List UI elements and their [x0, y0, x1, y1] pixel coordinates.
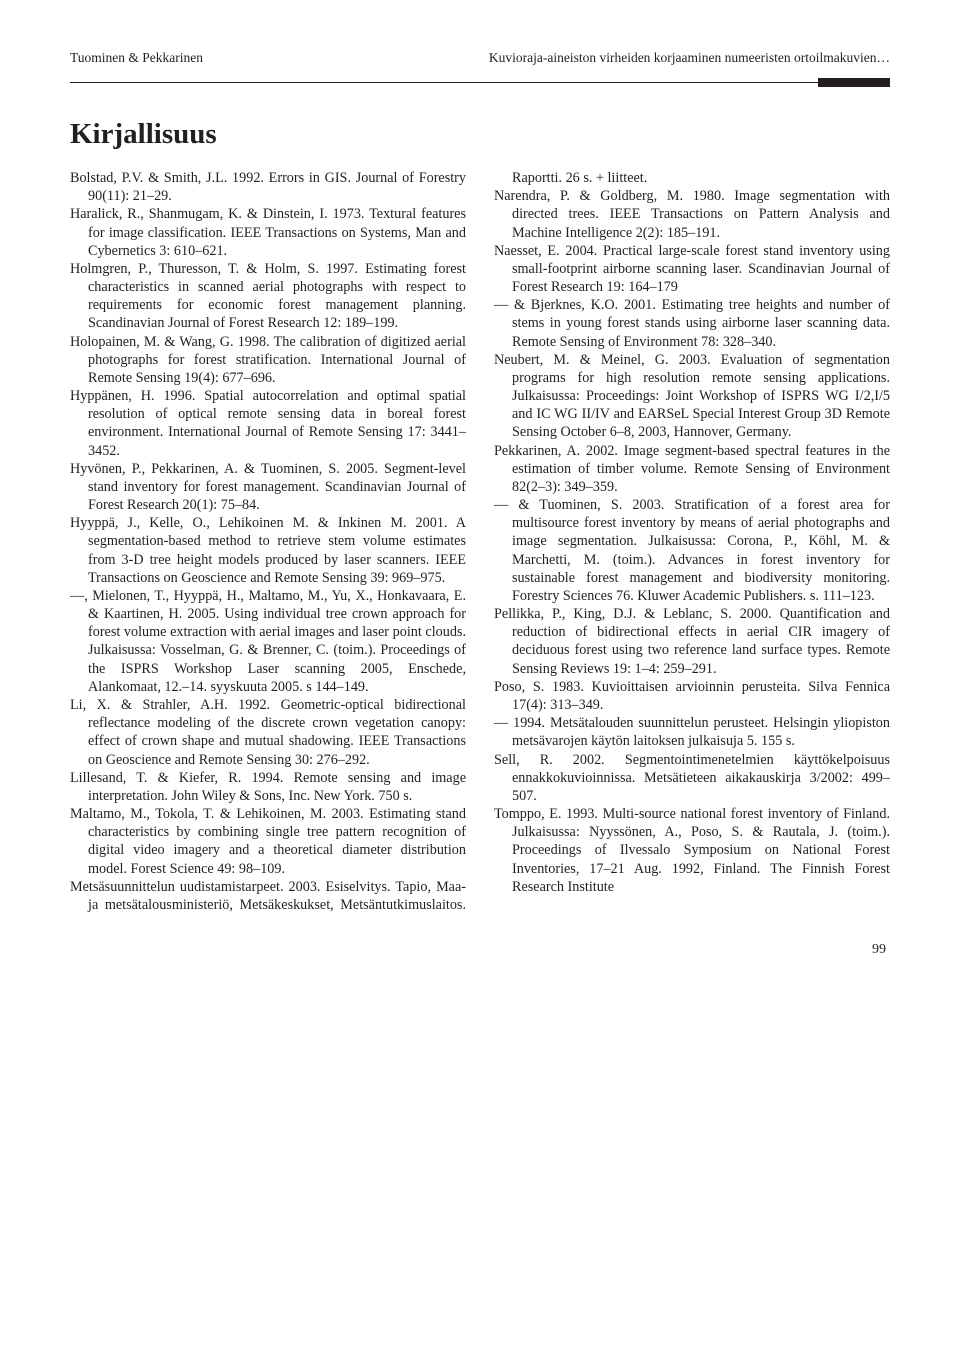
header-rule	[70, 78, 890, 88]
page-number: 99	[70, 942, 890, 958]
reference-entry: —, Mielonen, T., Hyyppä, H., Maltamo, M.…	[70, 587, 466, 696]
reference-entry: Haralick, R., Shanmugam, K. & Dinstein, …	[70, 205, 466, 260]
reference-entry: Poso, S. 1983. Kuvioittaisen arvioinnin …	[494, 678, 890, 714]
reference-entry: Maltamo, M., Tokola, T. & Lehikoinen, M.…	[70, 805, 466, 878]
reference-entry: Hyvönen, P., Pekkarinen, A. & Tuominen, …	[70, 460, 466, 515]
running-head-right: Kuvioraja-aineiston virheiden korjaamine…	[489, 50, 890, 66]
reference-entry: Holmgren, P., Thuresson, T. & Holm, S. 1…	[70, 260, 466, 333]
reference-entry: Naesset, E. 2004. Practical large-scale …	[494, 242, 890, 297]
reference-entry: — & Bjerknes, K.O. 2001. Estimating tree…	[494, 296, 890, 351]
reference-entry: Narendra, P. & Goldberg, M. 1980. Image …	[494, 187, 890, 242]
running-head-left: Tuominen & Pekkarinen	[70, 50, 203, 66]
reference-entry: Lillesand, T. & Kiefer, R. 1994. Remote …	[70, 769, 466, 805]
reference-entry: Pekkarinen, A. 2002. Image segment-based…	[494, 442, 890, 497]
reference-entry: Holopainen, M. & Wang, G. 1998. The cali…	[70, 333, 466, 388]
reference-entry: Tomppo, E. 1993. Multi-source national f…	[494, 805, 890, 896]
header-rule-thin	[70, 82, 890, 83]
header-rule-thick	[818, 78, 890, 87]
section-heading: Kirjallisuus	[70, 118, 890, 151]
reference-entry: Bolstad, P.V. & Smith, J.L. 1992. Errors…	[70, 169, 466, 205]
page: Tuominen & Pekkarinen Kuvioraja-aineisto…	[0, 0, 960, 988]
reference-entry: — & Tuominen, S. 2003. Stratification of…	[494, 496, 890, 605]
reference-entry: Li, X. & Strahler, A.H. 1992. Geometric-…	[70, 696, 466, 769]
reference-entry: Pellikka, P., King, D.J. & Leblanc, S. 2…	[494, 605, 890, 678]
reference-entry: Hyyppä, J., Kelle, O., Lehikoinen M. & I…	[70, 514, 466, 587]
references-columns: Bolstad, P.V. & Smith, J.L. 1992. Errors…	[70, 169, 890, 914]
reference-entry: Neubert, M. & Meinel, G. 2003. Evaluatio…	[494, 351, 890, 442]
reference-entry: Sell, R. 2002. Segmentointimenetelmien k…	[494, 751, 890, 806]
running-head: Tuominen & Pekkarinen Kuvioraja-aineisto…	[70, 50, 890, 66]
reference-entry: — 1994. Metsätalouden suunnittelun perus…	[494, 714, 890, 750]
reference-entry: Hyppänen, H. 1996. Spatial autocorrelati…	[70, 387, 466, 460]
